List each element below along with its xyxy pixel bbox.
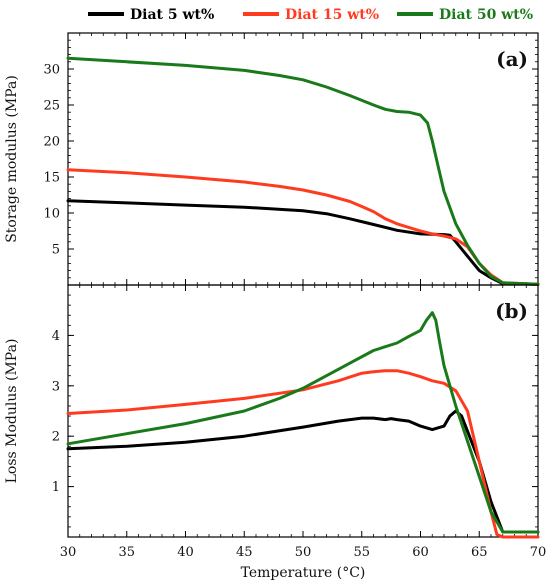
series-line-diat-5-wt- — [66, 409, 540, 534]
panel-b: 1 2 3 4 (b) Loss Modulus (MPa) 30 35 40 45 50 55 60 6… — [4, 284, 547, 560]
x-tick-label: 70 — [530, 545, 547, 560]
y-tick-label: 4 — [52, 329, 60, 344]
y-axis-title: Loss Modulus (MPa) — [4, 339, 20, 484]
x-tick-label: 35 — [118, 545, 135, 560]
legend-label-2: Diat 15 wt% — [285, 7, 379, 23]
x-tick-label: 55 — [353, 545, 370, 560]
x-tick-label: 40 — [177, 545, 194, 560]
y-tick-label: 2 — [52, 430, 60, 445]
series-line-diat-5-wt- — [66, 199, 540, 286]
panel-label: (b) — [495, 299, 528, 323]
y-tick-label: 3 — [52, 379, 60, 394]
x-tick-label: 45 — [236, 545, 253, 560]
series-line-diat-15-wt- — [66, 369, 540, 539]
x-tick-label: 60 — [412, 545, 429, 560]
x-axis-title: Temperature (°C) — [241, 565, 366, 581]
legend-label-3: Diat 50 wt% — [439, 7, 533, 23]
y-axis-title: Storage modulus (MPa) — [4, 75, 20, 243]
y-tick-label: 20 — [43, 135, 60, 150]
y-tick-label: 15 — [43, 171, 60, 186]
legend-label-1: Diat 5 wt% — [130, 7, 214, 23]
panel-a: 5 10 15 20 25 30 (a) Storage modulus (MPa) — [4, 32, 540, 286]
series-line-diat-50-wt- — [66, 56, 540, 286]
x-tick-label: 65 — [471, 545, 488, 560]
y-tick-label: 30 — [43, 63, 60, 78]
y-tick-label: 10 — [43, 207, 60, 222]
y-tick-label: 25 — [43, 99, 60, 114]
series-line-diat-50-wt- — [66, 311, 540, 534]
x-tick-label: 30 — [60, 545, 77, 560]
y-tick-label: 5 — [52, 243, 60, 258]
y-tick-label: 1 — [52, 480, 60, 495]
series-line-diat-15-wt- — [66, 168, 540, 286]
x-tick-label: 50 — [295, 545, 312, 560]
panel-label: (a) — [496, 47, 528, 71]
